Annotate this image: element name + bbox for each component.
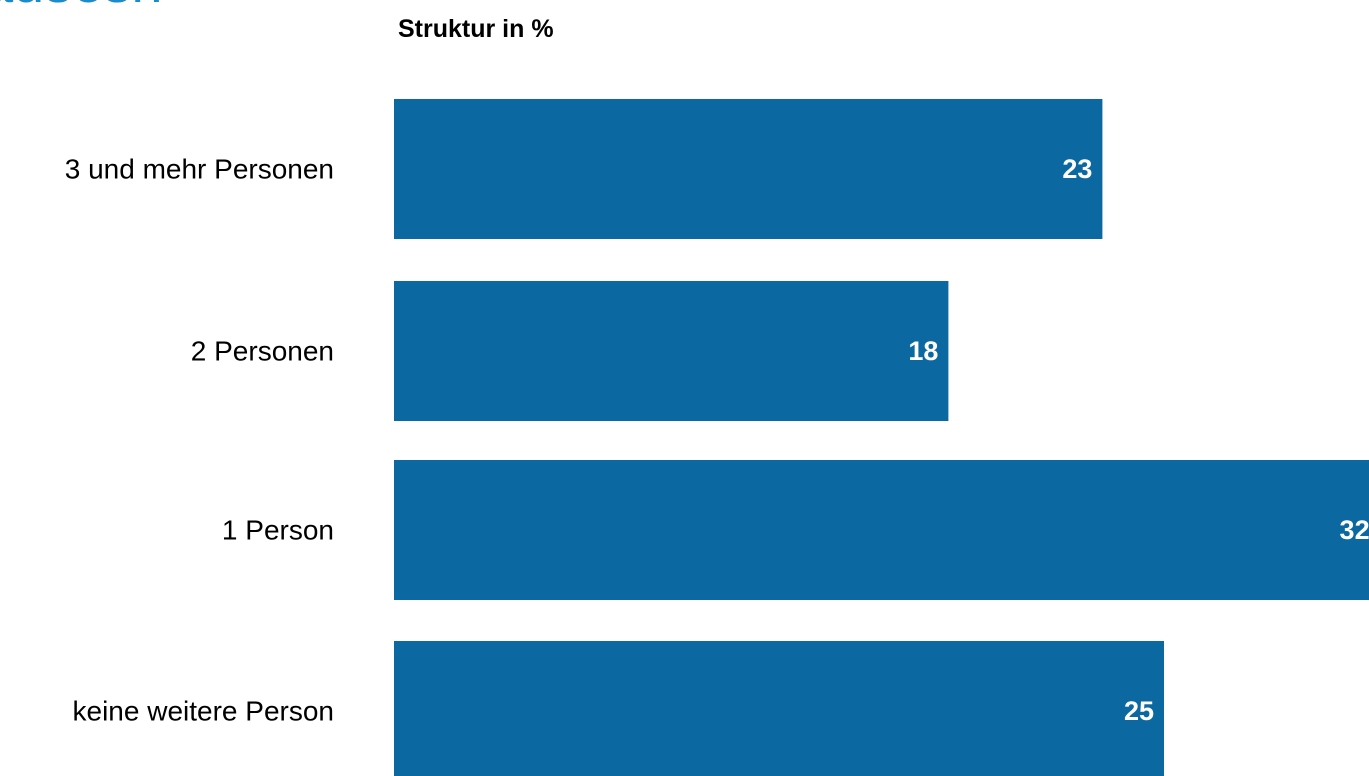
data-label: 32 [1340, 515, 1369, 545]
bar-3-und-mehr-personen [394, 99, 1103, 239]
data-label: 25 [1124, 696, 1154, 726]
bar-keine-weitere-person [394, 641, 1164, 776]
bar-1-person [394, 460, 1369, 600]
category-label: keine weitere Person [73, 696, 334, 727]
chart-title: Struktur in % [398, 15, 554, 43]
page-title-fragment: ausesh [0, 0, 163, 14]
data-label: 23 [1062, 154, 1092, 184]
category-label: 3 und mehr Personen [65, 154, 334, 185]
bars-group: 3 und mehr Personen 23 2 Personen 18 1 Perso… [65, 99, 1369, 776]
category-label: 1 Person [222, 515, 334, 546]
category-label: 2 Personen [191, 336, 334, 367]
data-label: 18 [908, 336, 938, 366]
bar-2-personen [394, 281, 949, 421]
